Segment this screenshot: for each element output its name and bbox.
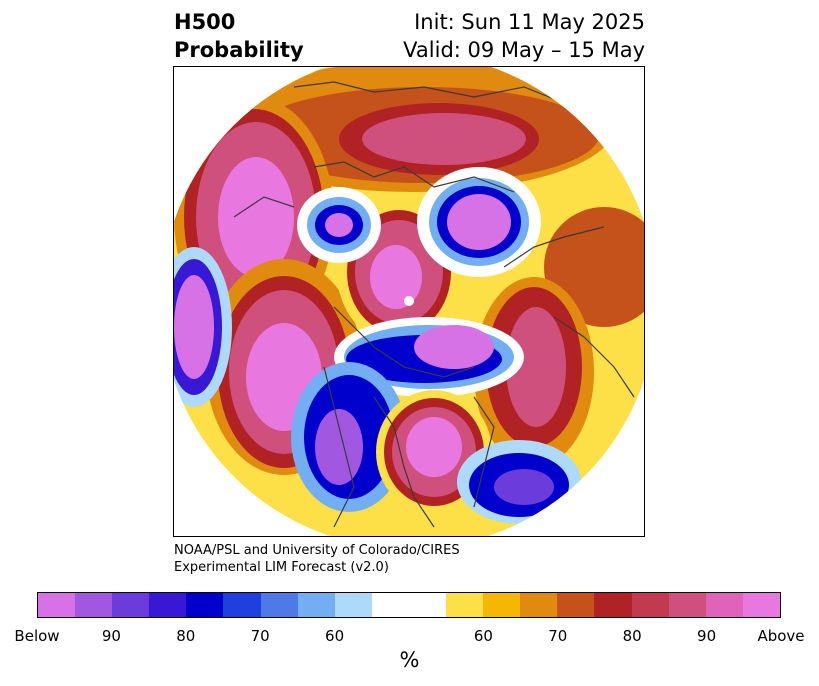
colorbar-swatch [75,593,113,617]
colorbar-tick-label: 90 [697,627,717,645]
colorbar-tick-label: Above [757,627,805,645]
colorbar-swatch [186,593,224,617]
colorbar-swatch [557,593,595,617]
colorbar-swatch [38,593,76,617]
colorbar-tick-label: 70 [548,627,568,645]
colorbar-tick-label: 80 [622,627,642,645]
credit-line-1: NOAA/PSL and University of Colorado/CIRE… [174,543,460,558]
probability-colorbar [37,592,781,618]
init-date: Init: Sun 11 May 2025 [414,10,645,34]
below-normal-west-region [174,247,232,407]
colorbar-ticks: Below 90 80 70 60 60 70 80 90 Above [0,627,819,647]
colorbar-tick-label: 80 [176,627,196,645]
colorbar-swatch [297,593,335,617]
colorbar-swatch [408,593,447,617]
colorbar-swatch [446,593,484,617]
map-title: H500 Probability [174,8,304,64]
below-normal-northwest-cell [297,187,381,263]
polar-probability-map [174,67,644,536]
colorbar-swatch [334,593,372,617]
colorbar-swatch [594,593,632,617]
colorbar-tick-label: 70 [250,627,270,645]
colorbar-tick-label: Below [14,627,60,645]
colorbar-swatch [149,593,187,617]
colorbar-swatch [631,593,669,617]
credit-text: NOAA/PSL and University of Colorado/CIRE… [174,542,460,576]
below-normal-northeast-cell [417,167,541,277]
colorbar-tick-label: 90 [101,627,121,645]
colorbar-swatch [112,593,150,617]
colorbar-tick-label: 60 [473,627,493,645]
colorbar-swatch [705,593,743,617]
forecast-dates: Init: Sun 11 May 2025 Valid: 09 May – 15… [403,8,645,64]
credit-line-2: Experimental LIM Forecast (v2.0) [174,560,389,575]
colorbar-swatch [520,593,558,617]
colorbar-swatch [668,593,706,617]
below-normal-southeast-cell [457,440,581,524]
north-pole-marker [404,296,414,306]
colorbar-swatch [260,593,298,617]
colorbar-swatch [483,593,521,617]
colorbar-tick-label: 60 [325,627,345,645]
title-measure: Probability [174,38,304,62]
colorbar-swatch [223,593,261,617]
colorbar-swatch [742,593,780,617]
colorbar-swatch [371,593,409,617]
title-variable: H500 [174,10,236,34]
above-normal-east-region [474,207,644,467]
polar-map-panel [173,66,645,537]
colorbar-units: % [399,648,420,672]
valid-range: Valid: 09 May – 15 May [403,38,645,62]
